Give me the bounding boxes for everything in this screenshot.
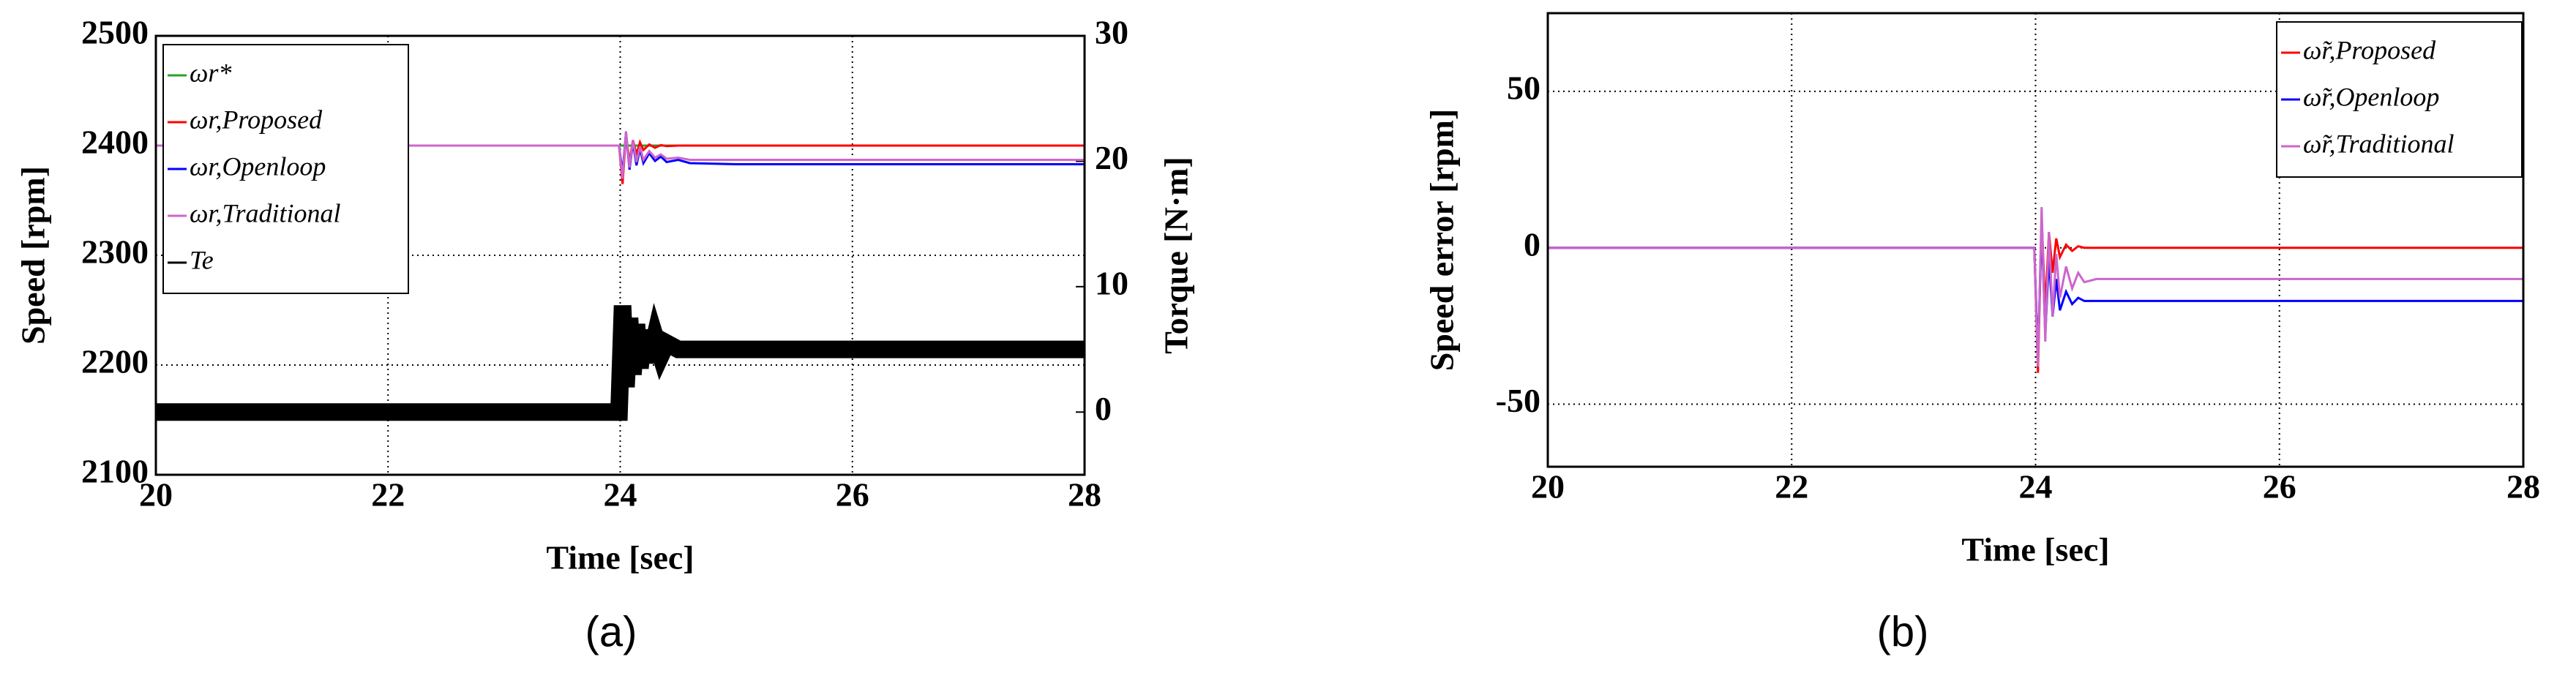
y2-tick-label: 10	[1095, 264, 1128, 301]
legend-label: ω̃r,Traditional	[2303, 129, 2455, 158]
x-tick-label: 22	[1775, 468, 1808, 506]
series-line	[156, 131, 1085, 179]
x-tick-label: 28	[1068, 476, 1101, 514]
y-tick-label: 2300	[81, 233, 149, 271]
y-tick-label: 2200	[81, 343, 149, 380]
plot-frame	[1546, 12, 2525, 468]
x-axis-title: Time [sec]	[1961, 531, 2109, 568]
x-tick-label: 22	[371, 476, 405, 514]
legend-label: ωr,Openloop	[190, 151, 326, 181]
caption: (a)	[585, 608, 637, 655]
x-tick-label: 20	[1531, 468, 1565, 506]
x-tick-label: 20	[139, 476, 173, 514]
y-tick-label: 2100	[81, 453, 149, 490]
x-tick-label: 26	[2263, 468, 2296, 506]
y-axis-title: Speed [rpm]	[15, 166, 52, 345]
series-line	[1548, 207, 2523, 367]
y-tick-label: 0	[1524, 225, 1540, 263]
y2-tick-label: 30	[1095, 14, 1128, 51]
legend-box	[2276, 21, 2523, 178]
y-axis-title: Speed error [rpm]	[1423, 109, 1461, 372]
y-tick-label: 2400	[81, 124, 149, 161]
legend-label: Te	[190, 245, 214, 274]
x-tick-label: 24	[2019, 468, 2053, 506]
y2-axis-title: Torque [N·m]	[1158, 157, 1195, 354]
legend-label: ω̃r,Openloop	[2303, 82, 2439, 111]
plot-frame	[154, 34, 1086, 476]
x-tick-label: 28	[2506, 468, 2540, 506]
legend-label: ω̃r,Proposed	[2303, 35, 2436, 64]
y-tick-label: 50	[1507, 69, 1540, 106]
y2-tick-label: 0	[1095, 390, 1112, 427]
y2-tick-label: 20	[1095, 139, 1128, 176]
series-line	[156, 303, 1085, 421]
x-tick-label: 26	[836, 476, 869, 514]
y-tick-label: -50	[1496, 382, 1540, 419]
legend-label: ωr,Proposed	[190, 105, 323, 134]
caption: (b)	[1877, 608, 1929, 655]
legend-box	[162, 44, 409, 294]
x-axis-title: Time [sec]	[546, 539, 694, 576]
x-tick-label: 24	[604, 476, 637, 514]
legend-label: ωr*	[190, 58, 231, 87]
legend-label: ωr,Traditional	[190, 198, 341, 228]
y-tick-label: 2500	[81, 14, 149, 51]
